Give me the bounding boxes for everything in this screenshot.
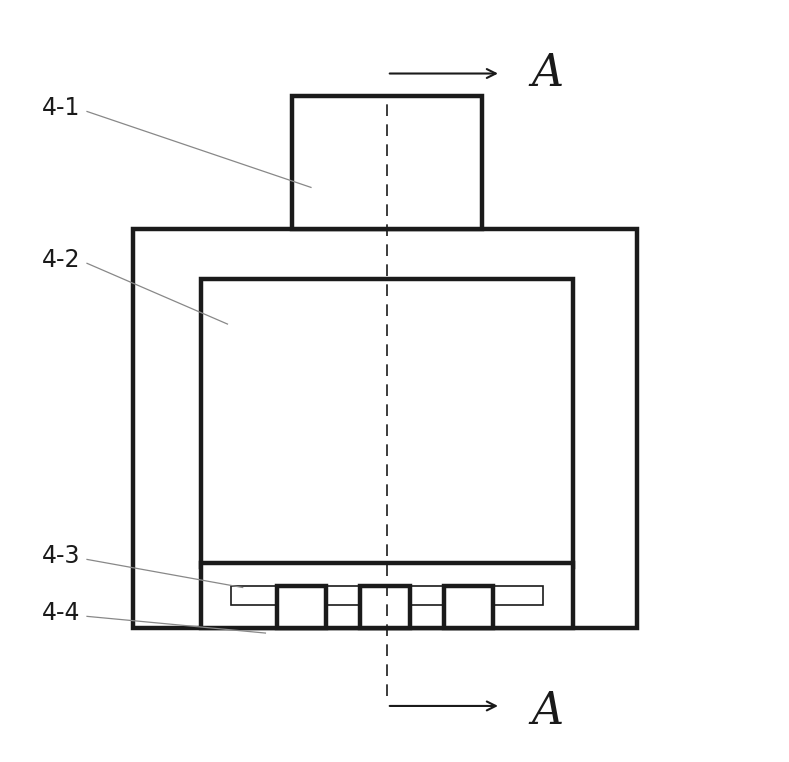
Bar [201, 278, 573, 567]
Bar [444, 586, 493, 628]
Text: 4-4: 4-4 [42, 600, 80, 625]
Bar [277, 586, 326, 628]
Bar [361, 586, 409, 628]
Bar [201, 563, 573, 628]
Text: 4-3: 4-3 [42, 543, 80, 568]
Text: 4-2: 4-2 [42, 248, 80, 271]
Text: A: A [531, 690, 563, 733]
Bar [292, 96, 482, 229]
Text: A: A [531, 52, 563, 95]
Text: 4-1: 4-1 [42, 96, 80, 120]
Bar [133, 229, 638, 628]
Bar [231, 586, 543, 605]
